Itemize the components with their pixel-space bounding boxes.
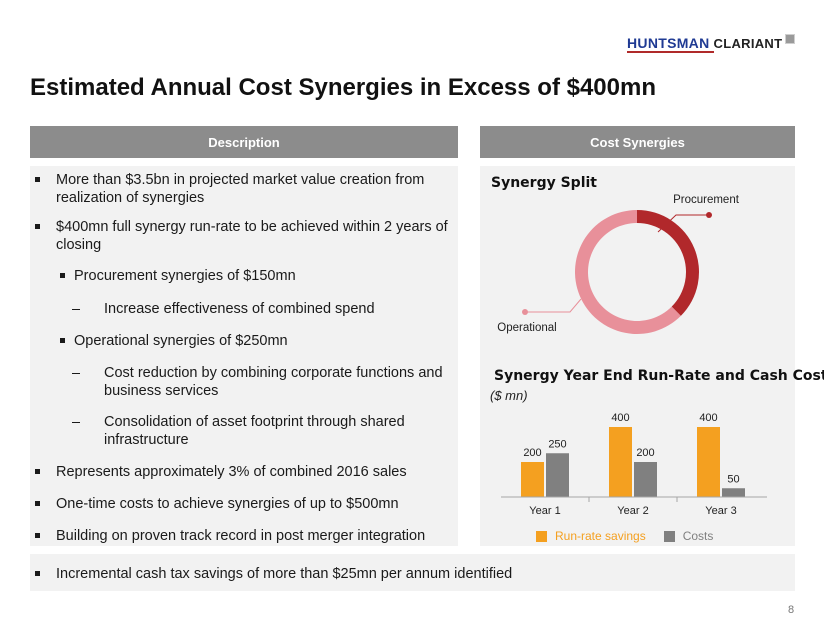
donut-slice-procurement <box>637 210 699 316</box>
procurement-leader-dot <box>706 212 712 218</box>
bullet-operational-detail-2: Consolidation of asset footprint through… <box>72 413 444 449</box>
bullet-cash-tax: Incremental cash tax savings of more tha… <box>35 565 776 583</box>
bar-costs-year-3 <box>722 488 745 497</box>
bullet-track-record: Building on proven track record in post … <box>35 527 456 545</box>
company-logo: HUNTSMAN CLARIANT <box>627 34 796 52</box>
data-label-costs-year-2: 200 <box>636 447 654 459</box>
bullet-market-value: More than $3.5bn in projected market val… <box>35 171 446 207</box>
bar-chart-title: Synergy Year End Run-Rate and Cash Costs <box>494 368 824 384</box>
square-bullet-icon <box>35 177 40 182</box>
bar-chart-legend: Run-rate savings Costs <box>536 529 713 543</box>
data-label-runrate-year-2: 400 <box>611 412 629 424</box>
logo-square-icon <box>785 34 796 44</box>
cost-synergies-header: Cost Synergies <box>480 126 795 158</box>
dash-bullet-icon <box>72 373 80 374</box>
run-rate-cash-chart: 200 250 Year 1 400 200 Year 2 400 50 Year 3 <box>501 412 767 517</box>
bullet-operational-detail-1: Cost reduction by combining corporate fu… <box>72 364 449 400</box>
x-tick-label-year-2: Year 2 <box>617 505 648 517</box>
label-procurement: Procurement <box>673 194 740 206</box>
logo-huntsman: HUNTSMAN <box>627 35 710 51</box>
description-panel: More than $3.5bn in projected market val… <box>30 166 458 546</box>
legend-label-costs: Costs <box>682 529 714 543</box>
data-label-costs-year-1: 250 <box>548 438 566 450</box>
bullet-operational: Operational synergies of $250mn <box>60 332 434 350</box>
bullet-procurement: Procurement synergies of $150mn <box>60 267 434 285</box>
cash-tax-panel: Incremental cash tax savings of more tha… <box>30 554 795 591</box>
operational-leader-line <box>527 298 582 313</box>
bullet-one-time-costs: One-time costs to achieve synergies of u… <box>35 495 451 513</box>
data-label-costs-year-3: 50 <box>727 473 739 485</box>
bar-runrate-year-3 <box>697 427 720 497</box>
label-operational: Operational <box>497 322 556 334</box>
synergy-split-title: Synergy Split <box>491 175 597 191</box>
square-bullet-icon <box>60 338 65 343</box>
square-bullet-icon <box>35 469 40 474</box>
legend-swatch-runrate <box>536 530 547 542</box>
legend-label-runrate: Run-rate savings <box>555 529 646 543</box>
bar-runrate-year-1 <box>521 462 544 497</box>
x-tick-label-year-1: Year 1 <box>529 505 560 517</box>
legend-swatch-costs <box>663 530 675 542</box>
bullet-procurement-detail: Increase effectiveness of combined spend <box>72 300 444 318</box>
logo-clariant: CLARIANT <box>713 35 783 51</box>
synergy-split-chart: Procurement Operational <box>497 194 740 334</box>
donut-slice-operational <box>575 210 681 334</box>
bar-chart-subtitle: ($ mn) <box>490 388 528 403</box>
page-title: Estimated Annual Cost Synergies in Exces… <box>30 74 656 101</box>
bullet-combined-sales: Represents approximately 3% of combined … <box>35 463 451 481</box>
square-bullet-icon <box>35 224 40 229</box>
procurement-leader-line <box>657 214 707 233</box>
logo-underline <box>627 51 714 53</box>
page-number: 8 <box>788 604 795 616</box>
dash-bullet-icon <box>72 309 80 310</box>
square-bullet-icon <box>35 533 40 538</box>
operational-leader-dot <box>522 309 528 315</box>
x-tick-label-year-3: Year 3 <box>705 505 736 517</box>
cost-synergies-panel: Synergy Split Procurement Operational Sy… <box>480 166 824 546</box>
bullet-run-rate: $400mn full synergy run-rate to be achie… <box>35 218 451 254</box>
square-bullet-icon <box>35 571 40 576</box>
bar-costs-year-1 <box>546 453 569 497</box>
data-label-runrate-year-1: 200 <box>523 447 541 459</box>
square-bullet-icon <box>35 501 40 506</box>
bar-runrate-year-2 <box>609 427 632 497</box>
data-label-runrate-year-3: 400 <box>699 412 717 424</box>
description-header: Description <box>30 126 458 158</box>
bar-costs-year-2 <box>634 462 657 497</box>
square-bullet-icon <box>60 273 65 278</box>
dash-bullet-icon <box>72 422 80 423</box>
